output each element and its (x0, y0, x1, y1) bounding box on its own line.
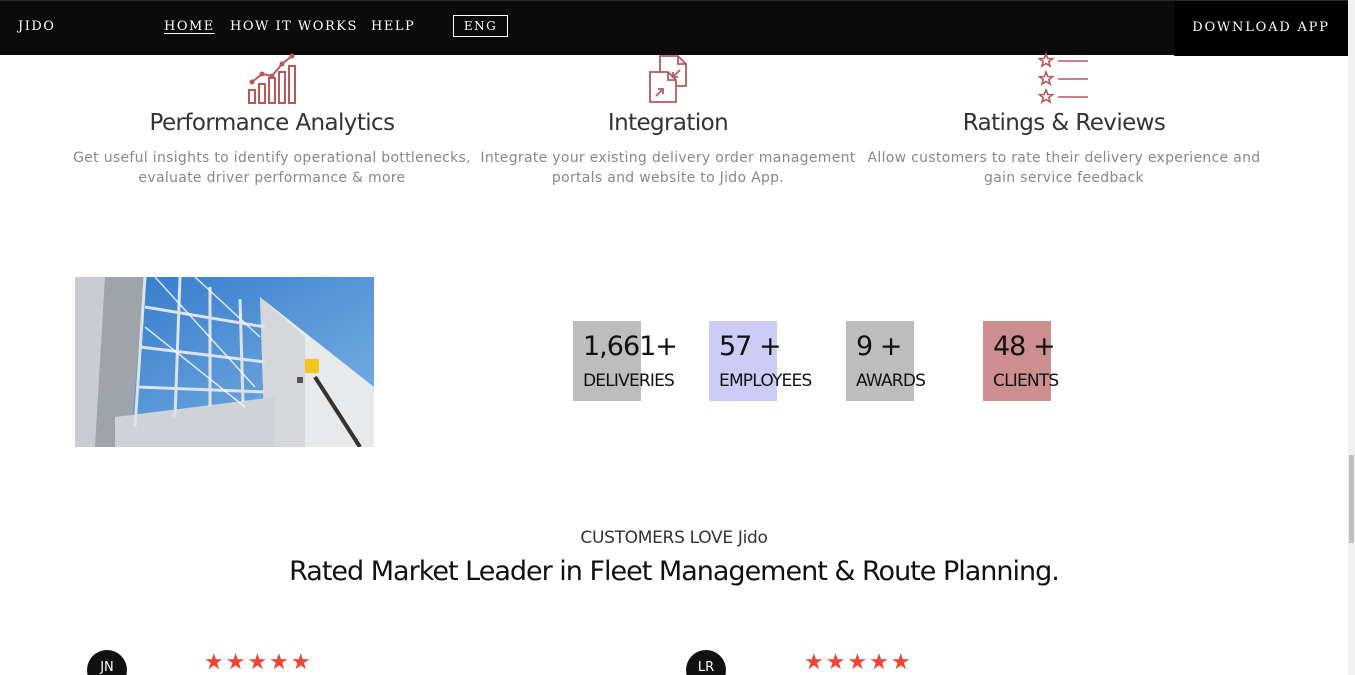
analytics-chart-icon (248, 53, 296, 104)
page-scrollbar[interactable] (1348, 0, 1355, 675)
feature-description-line: portals and website to Jido App. (551, 170, 785, 186)
feature-title: Performance Analytics (149, 110, 396, 136)
top-nav: JIDO HOME HOW IT WORKS HELP ENG DOWNLOAD… (0, 0, 1348, 56)
stat-value: 1,661+ (583, 331, 678, 362)
feature-description-line: evaluate driver performance & more (138, 170, 406, 186)
nav-link-how-it-works[interactable]: HOW IT WORKS (230, 19, 358, 34)
stat-background (573, 321, 641, 401)
scrollbar-thumb[interactable] (1349, 455, 1354, 543)
rating-stars: ★★★★★ (804, 650, 913, 675)
stat-background (846, 321, 914, 401)
stat-value: 9 + (856, 331, 902, 362)
feature-integration: Integration Integrate your existing deli… (468, 52, 868, 188)
feature-performance-analytics: Performance Analytics Get useful insight… (72, 52, 472, 188)
feature-title: Ratings & Reviews (962, 110, 1166, 136)
feature-description: Allow customers to rate their delivery e… (864, 148, 1264, 188)
feature-description: Integrate your existing delivery order m… (468, 148, 868, 188)
rating-stars: ★★★★★ (204, 650, 313, 675)
stat-value: 57 + (719, 331, 782, 362)
stat-label: EMPLOYEES (719, 371, 812, 391)
feature-description-line: gain service feedback (984, 170, 1144, 186)
language-selector[interactable]: ENG (453, 15, 508, 37)
feature-description: Get useful insights to identify operatio… (72, 148, 472, 188)
feature-description-line: Get useful insights to identify operatio… (73, 150, 471, 166)
construction-photo (75, 277, 374, 447)
stat-value: 48 + (993, 331, 1056, 362)
nav-link-home[interactable]: HOME (164, 19, 215, 34)
stat-background (983, 321, 1051, 401)
integration-document-icon (649, 55, 687, 103)
feature-title: Integration (607, 110, 729, 136)
section-eyebrow: CUSTOMERS LOVE Jido (580, 528, 768, 548)
brand-logo[interactable]: JIDO (18, 19, 56, 34)
star-list-icon (1038, 52, 1088, 104)
stat-background (709, 321, 777, 401)
feature-description-line: Integrate your existing delivery order m… (480, 150, 856, 166)
download-app-button[interactable]: DOWNLOAD APP (1174, 1, 1348, 56)
feature-description-line: Allow customers to rate their delivery e… (867, 150, 1261, 166)
stat-deliveries: 1,661+ DELIVERIES (573, 321, 678, 401)
avatar: LR (686, 650, 726, 675)
stat-label: DELIVERIES (583, 371, 675, 391)
stat-label: CLIENTS (993, 371, 1059, 391)
stat-employees: 57 + EMPLOYEES (709, 321, 812, 401)
stat-clients: 48 + CLIENTS (983, 321, 1059, 401)
nav-link-help[interactable]: HELP (371, 19, 416, 34)
section-headline: Rated Market Leader in Fleet Management … (289, 556, 1060, 587)
stat-label: AWARDS (856, 371, 926, 391)
avatar: JN (87, 650, 127, 675)
feature-ratings-reviews: Ratings & Reviews Allow customers to rat… (864, 52, 1264, 188)
stat-awards: 9 + AWARDS (846, 321, 926, 401)
